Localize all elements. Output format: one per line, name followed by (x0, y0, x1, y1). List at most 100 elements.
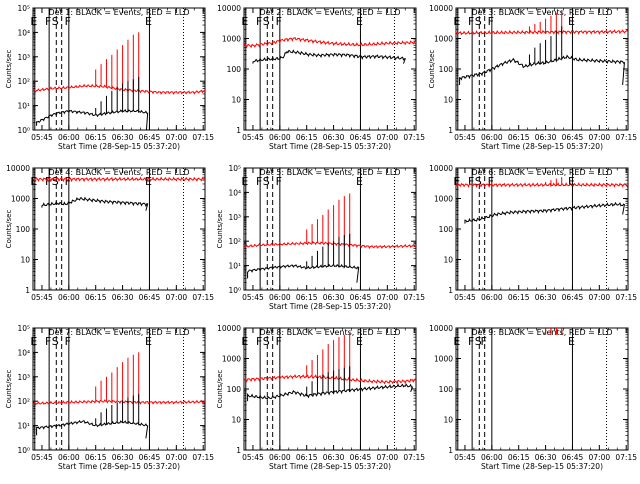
panel-title: Det 6: BLACK = Events, RED = LLD (472, 168, 613, 177)
y-tick-label: 10³ (17, 373, 30, 382)
x-tick-label: 06:30 (535, 293, 557, 302)
panel-det-6: 1 10 100 1000 10000 05:45 06:00 06:15 06:30 06:45… (429, 164, 637, 302)
x-tick-label: 06:15 (296, 453, 318, 462)
y-tick-label: 10000 (429, 324, 453, 333)
panel-title: Det 2: BLACK = Events, RED = LLD (260, 8, 401, 17)
lld-series-line (456, 10, 628, 36)
time-marker-label: F (481, 335, 487, 348)
time-marker-label: E (568, 15, 575, 28)
y-tick-label: 10¹ (17, 422, 30, 431)
x-tick-label: 06:30 (323, 453, 345, 462)
lld-series-line (33, 176, 205, 183)
time-marker-label: F (256, 335, 262, 348)
y-tick-label: 1000 (434, 355, 453, 364)
panel-det-1: 10⁰ 10¹ 10² 10³ 10⁴ 10⁵ 05:45 06:00 06:15 06:30 06… (5, 4, 214, 151)
x-tick-label: 06:15 (508, 453, 530, 462)
time-marker-label: F (276, 335, 282, 348)
plot-frame (455, 7, 629, 131)
time-marker-label: F (488, 175, 494, 188)
panel-title: Det 7: BLACK = Events, RED = LLD (49, 328, 190, 337)
x-tick-label: 06:30 (323, 293, 345, 302)
y-axis-label: Counts/sec (5, 210, 13, 249)
x-tick-label: 07:15 (403, 133, 425, 142)
lld-series-line (456, 177, 628, 188)
x-tick-label: 06:15 (508, 293, 530, 302)
y-tick-label: 10³ (17, 53, 30, 62)
time-marker-label: S (475, 15, 482, 28)
y-tick-label: 10⁵ (17, 4, 30, 13)
x-tick-label: 07:00 (166, 293, 188, 302)
x-axis-label: Start Time (28-Sep-15 05:37:20) (269, 462, 391, 471)
time-marker-label: F (65, 335, 71, 348)
y-tick-label: 10 (443, 416, 453, 425)
x-tick-label: 07:00 (377, 133, 399, 142)
x-tick-label: 06:30 (112, 133, 134, 142)
time-marker-label: F (276, 15, 282, 28)
panel-title: Det 5: BLACK = Events, RED = LLD (260, 168, 401, 177)
time-marker-label: F (65, 175, 71, 188)
x-tick-label: 05:45 (242, 133, 264, 142)
y-tick-label: 10³ (228, 213, 241, 222)
time-marker-label: S (475, 175, 482, 188)
y-tick-label: 10 (231, 96, 241, 105)
time-marker-label: E (568, 175, 575, 188)
time-marker-label: F (45, 15, 51, 28)
y-tick-label: 1000 (222, 35, 241, 44)
plot-frame (32, 167, 206, 291)
y-axis-label: Counts/sec (216, 370, 224, 409)
plot-frame (32, 7, 206, 131)
x-tick-label: 06:30 (323, 133, 345, 142)
x-tick-label: 06:00 (269, 133, 291, 142)
events-series-line (459, 26, 625, 85)
time-marker-label: E (453, 175, 460, 188)
y-tick-label: 1000 (434, 35, 453, 44)
y-tick-label: 10⁰ (17, 446, 30, 455)
lld-series-line (244, 332, 416, 385)
x-tick-label: 05:45 (454, 453, 476, 462)
y-tick-label: 10 (443, 96, 453, 105)
x-tick-label: 07:15 (192, 293, 214, 302)
panel-det-4: 1 10 100 1000 10000 05:45 06:00 06:15 06:30 06:45… (5, 164, 214, 302)
y-tick-label: 10000 (6, 164, 30, 173)
time-marker-label: E (30, 175, 37, 188)
y-tick-label: 1 (236, 446, 241, 455)
x-axis-label: Start Time (28-Sep-15 05:37:20) (481, 462, 603, 471)
x-tick-label: 06:45 (562, 293, 584, 302)
x-tick-label: 07:00 (589, 453, 611, 462)
series-group (456, 177, 628, 224)
x-tick-label: 06:45 (350, 133, 372, 142)
x-tick-label: 06:15 (85, 293, 107, 302)
y-axis-label: Counts/sec (5, 50, 13, 89)
y-tick-label: 10⁰ (228, 286, 241, 295)
x-tick-label: 06:00 (481, 133, 503, 142)
series-group (544, 328, 563, 335)
events-series-line (464, 201, 625, 224)
x-tick-label: 05:45 (31, 293, 53, 302)
time-marker-label: E (30, 335, 37, 348)
x-tick-label: 06:30 (112, 293, 134, 302)
x-tick-label: 06:15 (296, 293, 318, 302)
y-tick-label: 10¹ (228, 262, 241, 271)
series-group (456, 10, 628, 85)
time-marker-label: F (256, 15, 262, 28)
x-tick-label: 06:45 (139, 133, 161, 142)
y-tick-label: 1 (25, 286, 30, 295)
panel-title: Det 4: BLACK = Events, RED = LLD (49, 168, 190, 177)
y-axis-label: Counts/sec (428, 50, 436, 89)
panel-det-9: 1 10 100 1000 10000 05:45 06:00 06:15 06:30 06:45… (429, 324, 637, 471)
x-tick-label: 06:45 (562, 453, 584, 462)
time-marker-label: S (475, 335, 482, 348)
panel-det-2: 1 10 100 1000 10000 05:45 06:00 06:15 06:30 06:45… (217, 4, 425, 151)
time-marker-label: E (356, 335, 363, 348)
x-tick-label: 07:15 (403, 453, 425, 462)
time-marker-label: S (263, 335, 270, 348)
x-axis-label: Start Time (28-Sep-15 05:37:20) (269, 142, 391, 151)
events-series-line (36, 76, 149, 130)
plot-frame (243, 7, 417, 131)
series-group (244, 193, 416, 283)
x-tick-label: 07:15 (192, 453, 214, 462)
x-tick-label: 07:00 (166, 133, 188, 142)
series-group (244, 36, 416, 64)
y-tick-label: 10⁴ (17, 348, 30, 357)
